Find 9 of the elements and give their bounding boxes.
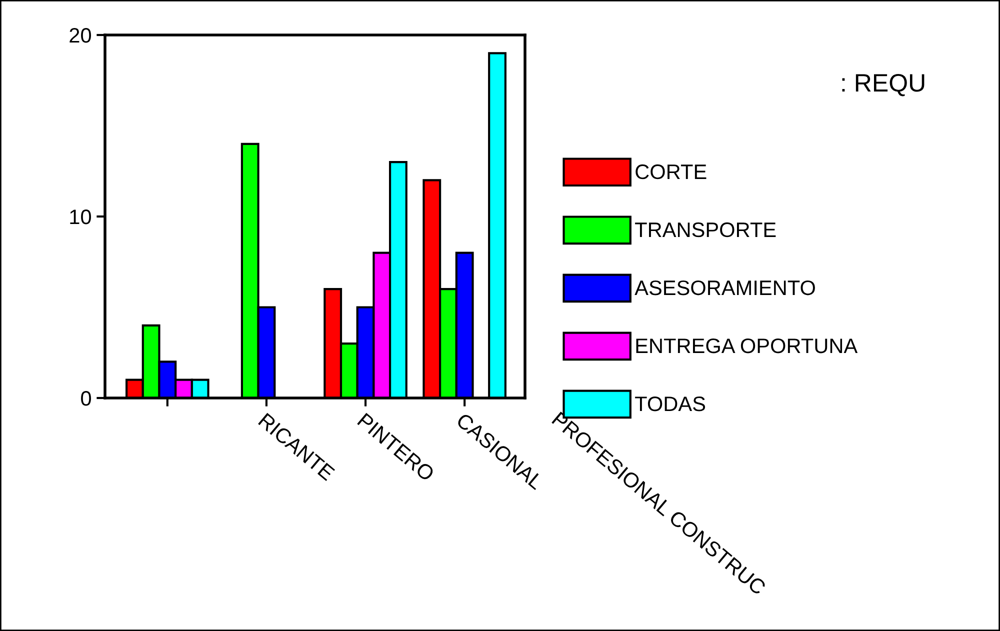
- legend-label: CORTE: [636, 164, 706, 180]
- legend-label: ASESORAMIENTO: [634, 280, 815, 296]
- legend-label: ENTREGA OPORTUNA: [636, 338, 858, 354]
- y-tick-label: 0: [81, 391, 91, 406]
- y-tick-label: 20: [70, 28, 91, 43]
- y-tick-label: 10: [70, 210, 91, 224]
- legend-label: TRANSPORTE: [635, 222, 776, 238]
- legend-label: TODAS: [635, 396, 706, 412]
- text: : REQU: [842, 74, 924, 96]
